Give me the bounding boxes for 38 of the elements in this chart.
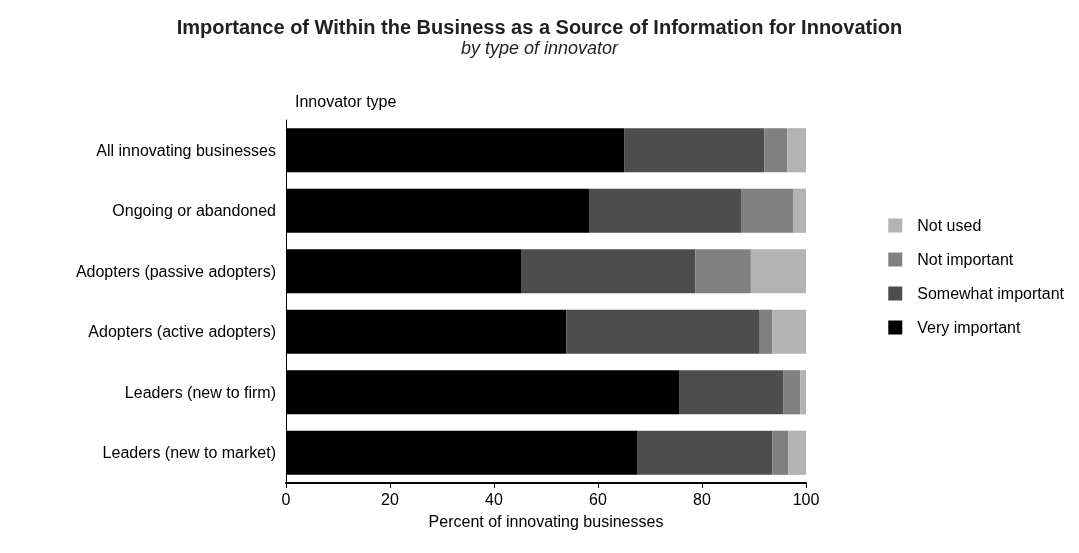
x-tick-label: 0 (281, 490, 291, 508)
y-axis-title: Innovator type (295, 92, 397, 110)
x-tick-label: 80 (693, 490, 711, 508)
bar (695, 249, 751, 294)
bar (741, 188, 793, 233)
bar (772, 309, 806, 354)
x-tick-label: 100 (792, 490, 820, 508)
bar (589, 188, 741, 233)
bar (624, 128, 765, 173)
chart-subtitle: by type of innovator (460, 38, 620, 58)
bar (637, 430, 773, 475)
bar (764, 128, 788, 173)
bar (679, 370, 784, 415)
y-tick-label: Adopters (passive adopters) (75, 262, 276, 280)
bar (759, 309, 773, 354)
legend-label: Very important (917, 319, 1021, 336)
legend-label: Not important (917, 251, 1014, 268)
bar (783, 370, 801, 415)
bar (750, 249, 806, 294)
bar (800, 370, 806, 415)
chart-title: Importance of Within the Business as a Source of Information for Innovation (176, 16, 903, 38)
y-tick-label: Leaders (new to market) (102, 444, 276, 462)
legend-label: Somewhat important (917, 285, 1065, 302)
y-tick-label: All innovating businesses (96, 141, 276, 159)
x-tick-label: 20 (381, 490, 399, 508)
x-tick-label: 40 (485, 490, 503, 508)
bar (793, 188, 806, 233)
bar (521, 249, 696, 294)
x-tick-label: 60 (589, 490, 607, 508)
bar (772, 430, 789, 475)
y-tick-label: Adopters (active adopters) (88, 323, 276, 341)
y-tick-label: Leaders (new to firm) (124, 383, 276, 401)
bar (788, 430, 806, 475)
legend-label: Not used (917, 217, 982, 234)
x-axis-title: Percent of innovating businesses (428, 512, 664, 530)
y-tick-label: Ongoing or abandoned (112, 202, 276, 220)
bar (566, 309, 760, 354)
bar (787, 128, 806, 173)
